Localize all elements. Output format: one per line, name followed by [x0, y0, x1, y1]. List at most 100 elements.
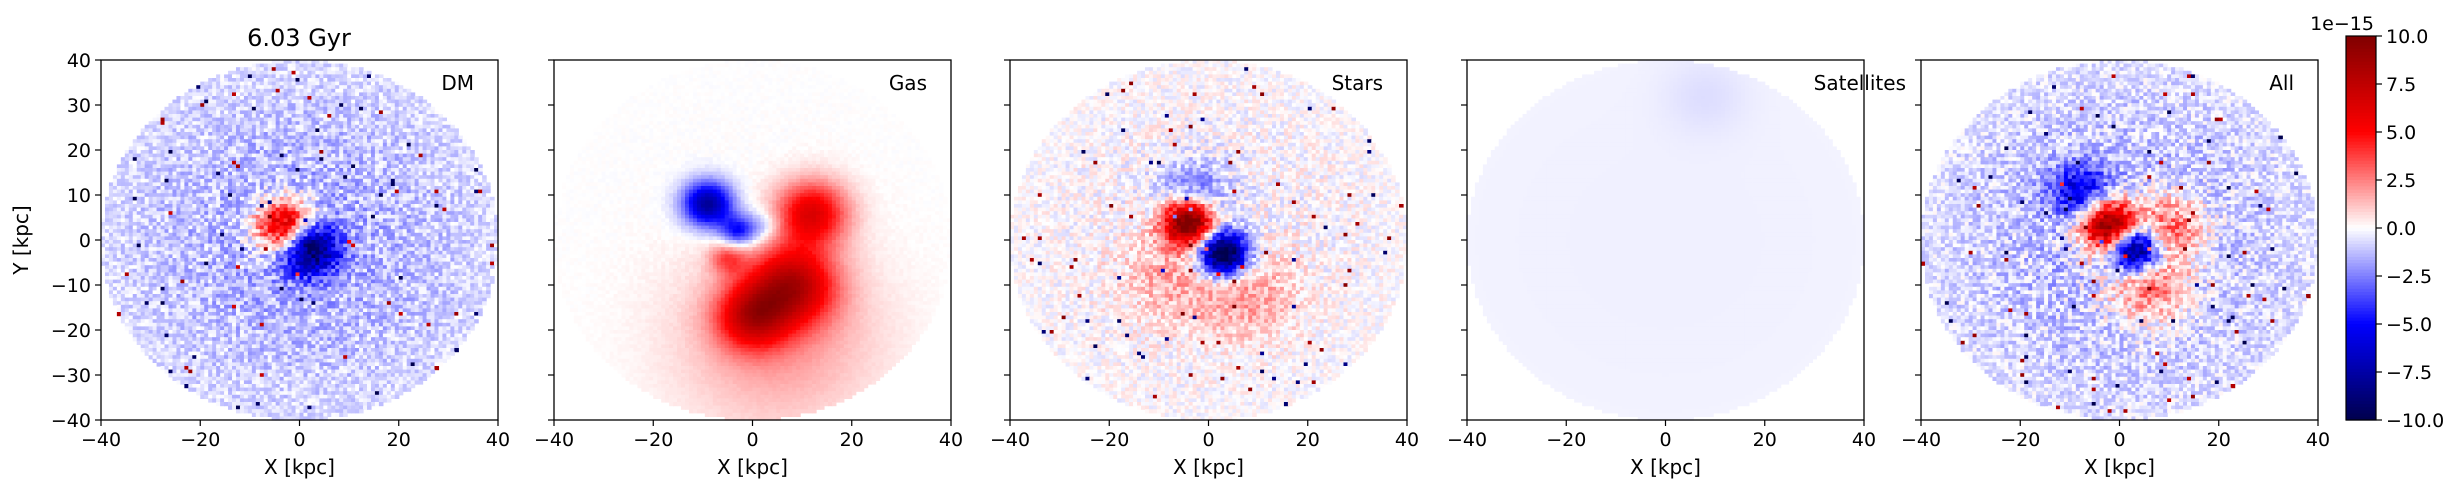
heatmap-cell: [208, 172, 213, 176]
heatmap-cell: [407, 128, 412, 132]
heatmap-cell: [208, 78, 213, 82]
heatmap-cell: [240, 186, 245, 190]
heatmap-cell: [323, 161, 328, 165]
heatmap-cell: [272, 222, 277, 226]
heatmap-cell: [264, 164, 269, 168]
heatmap-cell: [176, 139, 181, 143]
heatmap-cell: [240, 208, 245, 212]
heatmap-cell: [438, 168, 443, 172]
heatmap-cell: [228, 168, 233, 172]
heatmap-cell: [442, 118, 447, 122]
heatmap-cell: [303, 100, 308, 104]
heatmap-cell: [300, 157, 305, 161]
heatmap-cell: [431, 154, 436, 158]
heatmap-cell: [153, 164, 158, 168]
heatmap-cell: [319, 211, 324, 215]
heatmap-cell: [399, 182, 404, 186]
heatmap-cell: [450, 128, 455, 132]
heatmap-cell: [415, 100, 420, 104]
heatmap-cell: [311, 193, 316, 197]
heatmap-cell: [280, 200, 285, 204]
heatmap-cell: [129, 161, 134, 165]
heatmap-cell: [252, 154, 257, 158]
heatmap-cell: [423, 215, 428, 219]
heatmap-cell: [307, 211, 312, 215]
heatmap-cell: [490, 200, 495, 204]
heatmap-cell: [375, 150, 380, 154]
heatmap-cell: [236, 125, 241, 129]
heatmap-cell: [149, 182, 154, 186]
heatmap-cell: [192, 197, 197, 201]
heatmap-cell: [359, 110, 364, 114]
heatmap-cell: [411, 154, 416, 158]
heatmap-cell: [192, 226, 197, 230]
heatmap-cell: [466, 154, 471, 158]
heatmap-cell: [264, 200, 269, 204]
heatmap-cell: [236, 74, 241, 78]
heatmap-cell: [256, 204, 261, 208]
heatmap-cell: [359, 190, 364, 194]
heatmap-cell: [228, 78, 233, 82]
heatmap-cell: [359, 161, 364, 165]
heatmap-cell: [188, 200, 193, 204]
heatmap-cell: [284, 85, 289, 89]
heatmap-cell: [379, 114, 384, 118]
heatmap-cell: [339, 118, 344, 122]
heatmap-cell: [149, 154, 154, 158]
heatmap-cell: [149, 128, 154, 132]
heatmap-cell: [351, 121, 356, 125]
heatmap-cell: [145, 125, 150, 129]
heatmap-cell: [371, 100, 376, 104]
heatmap-cell: [355, 125, 360, 129]
heatmap-cell: [168, 200, 173, 204]
heatmap-cell: [399, 200, 404, 204]
heatmap-cell: [228, 208, 233, 212]
heatmap-cell: [427, 175, 432, 179]
heatmap-cell: [296, 208, 301, 212]
heatmap-cell: [212, 186, 217, 190]
heatmap-cell: [335, 89, 340, 93]
heatmap-cell: [288, 82, 293, 86]
heatmap-cell: [450, 132, 455, 136]
heatmap-cell: [161, 204, 166, 208]
heatmap-cell: [327, 139, 332, 143]
heatmap-cell: [216, 168, 221, 172]
heatmap-cell: [359, 197, 364, 201]
heatmap-cell: [371, 215, 376, 219]
heatmap-cell: [355, 215, 360, 219]
heatmap-cell: [228, 179, 233, 183]
heatmap-cell: [208, 200, 213, 204]
heatmap-cell: [101, 222, 106, 226]
heatmap-cell: [438, 172, 443, 176]
heatmap-cell: [200, 100, 205, 104]
heatmap-cell: [133, 150, 138, 154]
heatmap-cell: [264, 103, 269, 107]
heatmap-cell: [220, 78, 225, 82]
heatmap-cell: [450, 168, 455, 172]
heatmap-cell: [403, 208, 408, 212]
heatmap-cell: [157, 146, 162, 150]
heatmap-cell: [244, 222, 249, 226]
heatmap-cell: [228, 161, 233, 165]
heatmap-cell: [141, 157, 146, 161]
heatmap-cell: [240, 89, 245, 93]
panel-dm: −40 −20 0 20 40403020100−10−20−30−40X [kpc]Y…: [9, 24, 510, 479]
heatmap-cell: [272, 128, 277, 132]
heatmap-cell: [256, 226, 261, 230]
heatmap-cell: [176, 161, 181, 165]
heatmap-cell: [371, 190, 376, 194]
heatmap-cell: [256, 218, 261, 222]
heatmap-cell: [216, 92, 221, 96]
heatmap-cell: [419, 172, 424, 176]
heatmap-cell: [347, 74, 352, 78]
heatmap-cell: [240, 71, 245, 75]
heatmap-cell: [371, 128, 376, 132]
heatmap-cell: [415, 118, 420, 122]
heatmap-cell: [208, 82, 213, 86]
heatmap-cell: [248, 67, 253, 71]
heatmap-cell: [145, 143, 150, 147]
heatmap-cell: [172, 226, 177, 230]
heatmap-cell: [296, 172, 301, 176]
heatmap-cell: [276, 222, 281, 226]
heatmap-cell: [165, 136, 170, 140]
